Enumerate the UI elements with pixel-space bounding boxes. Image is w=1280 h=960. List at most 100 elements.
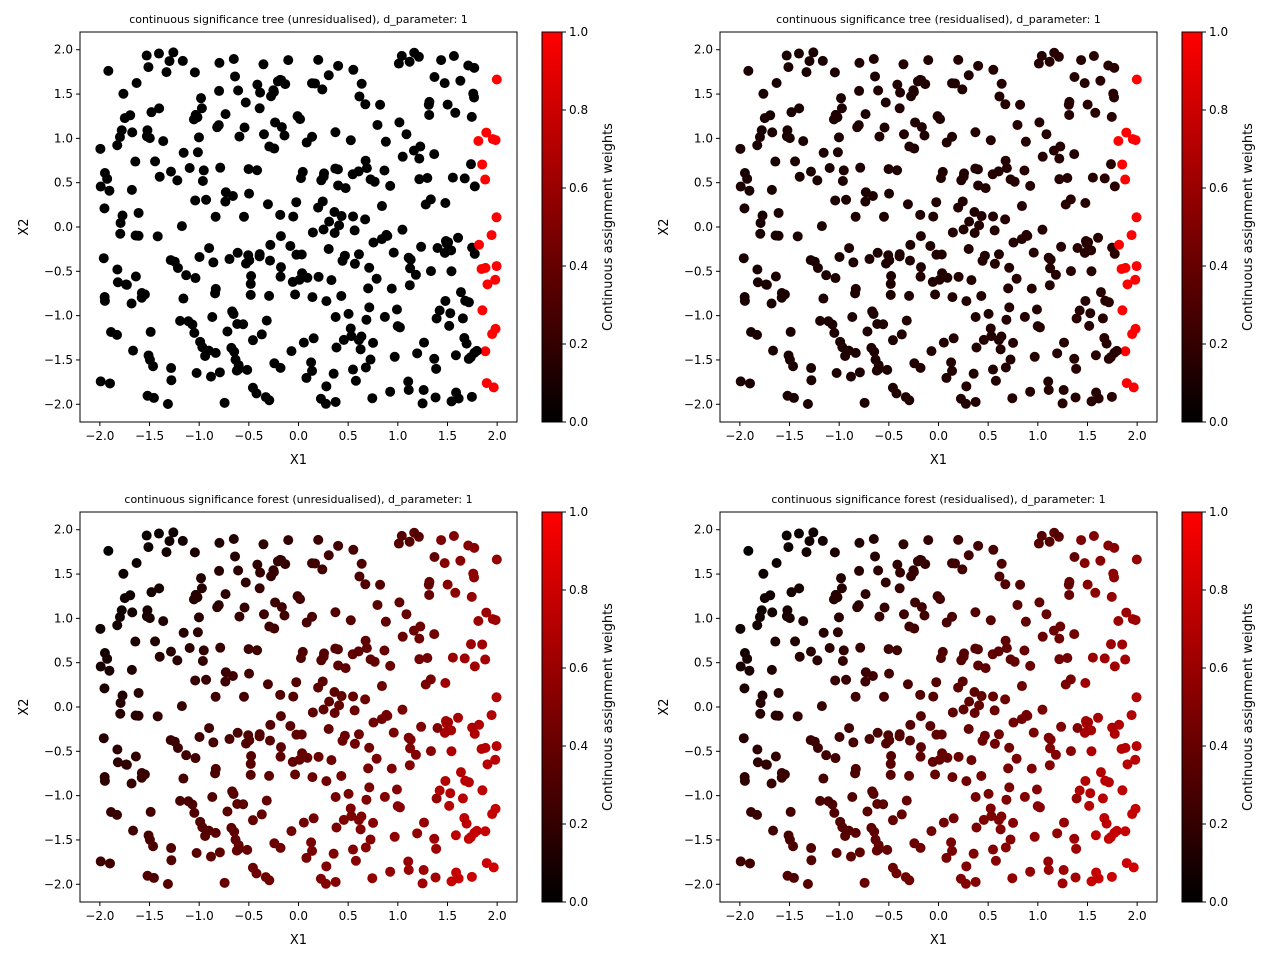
data-point [243, 730, 254, 741]
data-point [1052, 348, 1063, 359]
data-point [145, 806, 156, 817]
data-point [112, 757, 123, 768]
data-point [963, 70, 974, 81]
y-tick-label: 0.0 [694, 700, 713, 714]
data-point [862, 326, 873, 337]
data-point [165, 255, 176, 266]
data-point [220, 196, 231, 207]
data-point [844, 243, 855, 254]
data-point [1105, 639, 1116, 650]
data-point [864, 734, 875, 745]
data-point [892, 645, 903, 656]
data-point [798, 136, 809, 147]
data-point [376, 681, 387, 692]
data-point [909, 143, 920, 154]
data-point [1131, 741, 1142, 752]
x-tick-label: −2.0 [725, 909, 754, 923]
data-point [162, 878, 173, 889]
data-point [739, 683, 750, 694]
data-point [152, 231, 163, 242]
data-point [1033, 538, 1044, 549]
data-point [1099, 813, 1110, 824]
data-point [953, 271, 964, 282]
data-point [802, 878, 813, 889]
data-point [339, 250, 350, 261]
data-point [473, 615, 484, 626]
data-point [450, 587, 461, 598]
data-point [279, 130, 290, 141]
data-point [276, 122, 287, 133]
data-point [345, 135, 356, 146]
data-point [127, 607, 138, 618]
data-point [754, 132, 765, 143]
data-point [243, 250, 254, 261]
data-point [770, 271, 781, 282]
data-point [148, 392, 159, 403]
data-point [313, 271, 324, 282]
data-point [855, 162, 866, 173]
data-point [1071, 793, 1082, 804]
data-point [118, 88, 129, 99]
data-point [405, 743, 416, 754]
data-point [429, 353, 440, 364]
data-point [983, 308, 994, 319]
y-tick-label: −1.0 [44, 309, 73, 323]
y-axis-label: X2 [17, 218, 32, 235]
colorbar [541, 511, 563, 903]
data-point [244, 668, 255, 679]
data-point [321, 381, 332, 392]
data-point [165, 646, 176, 657]
data-point [198, 165, 209, 176]
data-point [925, 240, 936, 251]
data-point [286, 826, 297, 837]
data-point [860, 196, 871, 207]
data-point [969, 707, 980, 718]
data-point [459, 173, 470, 184]
data-point [1007, 393, 1018, 404]
data-point [880, 577, 891, 588]
data-point [879, 602, 890, 613]
data-point [382, 230, 393, 241]
data-point [254, 251, 265, 262]
data-point [812, 742, 823, 753]
data-point [361, 794, 372, 805]
data-point [792, 231, 803, 242]
colorbar-label: Continuous assignment weights [1241, 603, 1256, 811]
y-tick-label: −0.5 [684, 744, 713, 758]
data-point [894, 583, 905, 594]
data-point [445, 788, 456, 799]
data-point [460, 775, 471, 786]
data-point [860, 187, 871, 198]
data-point [172, 262, 183, 273]
data-point [429, 552, 440, 563]
data-point [885, 278, 896, 289]
data-point [830, 273, 841, 284]
data-point [783, 542, 794, 553]
data-point [348, 544, 359, 555]
data-point [767, 127, 778, 138]
data-point [361, 643, 372, 654]
data-point [118, 568, 129, 579]
y-tick-label: 2.0 [54, 43, 73, 57]
data-point [238, 319, 249, 330]
data-point [1097, 793, 1108, 804]
data-point [838, 165, 849, 176]
data-point [985, 615, 996, 626]
data-point [812, 262, 823, 273]
data-point [234, 611, 245, 622]
data-point [474, 239, 485, 250]
data-point [912, 76, 923, 87]
data-point [771, 77, 782, 88]
data-point [1064, 589, 1075, 600]
data-point [1049, 47, 1060, 58]
data-point [440, 198, 451, 209]
data-point [112, 140, 123, 151]
y-tick-label: −1.5 [684, 833, 713, 847]
data-point [380, 136, 391, 147]
data-point [936, 249, 947, 260]
data-point [161, 547, 172, 558]
data-point [994, 571, 1005, 582]
data-point [946, 357, 957, 368]
data-point [95, 856, 106, 867]
data-point [455, 555, 466, 566]
